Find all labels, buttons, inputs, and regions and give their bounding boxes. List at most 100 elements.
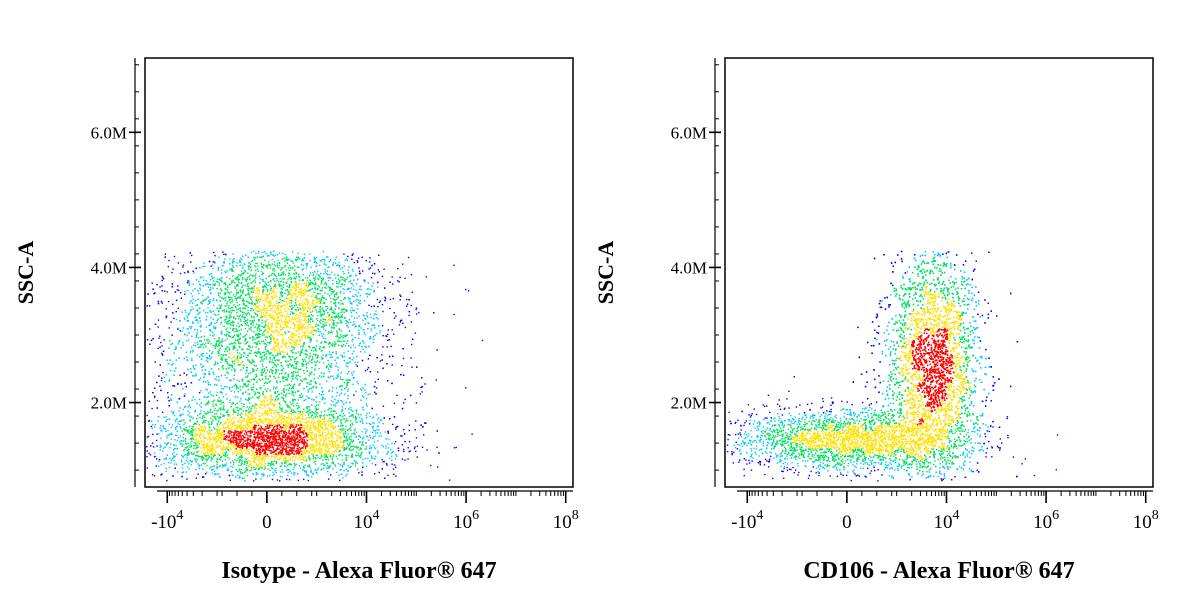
event-dot bbox=[309, 360, 311, 362]
event-dot bbox=[364, 432, 367, 434]
event-dot bbox=[331, 279, 334, 282]
event-dot bbox=[286, 478, 288, 481]
event-dot bbox=[213, 297, 215, 300]
event-dot bbox=[370, 316, 372, 319]
event-dot bbox=[325, 354, 327, 357]
event-dot bbox=[348, 281, 350, 283]
event-dot bbox=[245, 319, 247, 322]
event-dot bbox=[391, 459, 393, 461]
event-dot bbox=[251, 359, 254, 361]
event-dot bbox=[205, 345, 207, 348]
event-dot bbox=[265, 366, 267, 368]
event-dot bbox=[340, 312, 342, 314]
event-dot bbox=[229, 269, 231, 271]
event-dot bbox=[213, 416, 216, 418]
event-dot bbox=[217, 313, 219, 316]
event-dot bbox=[408, 314, 410, 317]
event-dot bbox=[350, 425, 352, 427]
event-dot bbox=[252, 466, 255, 468]
event-dot bbox=[244, 313, 247, 315]
event-dot bbox=[250, 323, 252, 325]
event-dot bbox=[400, 435, 402, 437]
event-dot bbox=[365, 415, 367, 417]
event-dot bbox=[153, 475, 156, 477]
event-dot bbox=[438, 452, 440, 454]
event-dot bbox=[253, 377, 255, 380]
event-dot bbox=[296, 266, 299, 268]
event-dot bbox=[285, 396, 287, 398]
event-dot bbox=[325, 287, 327, 289]
event-dot bbox=[221, 272, 223, 274]
event-dot bbox=[195, 319, 197, 322]
event-dot bbox=[186, 429, 188, 431]
event-dot bbox=[305, 471, 307, 474]
event-dot bbox=[244, 343, 246, 345]
event-dot bbox=[223, 262, 225, 264]
event-dot bbox=[351, 455, 353, 457]
event-dot bbox=[160, 463, 162, 466]
event-dot bbox=[207, 311, 209, 314]
event-dot bbox=[236, 386, 238, 389]
event-dot bbox=[191, 416, 193, 418]
event-dot bbox=[296, 407, 299, 410]
event-dot bbox=[257, 320, 260, 322]
event-dot bbox=[263, 354, 266, 356]
event-dot bbox=[166, 454, 168, 456]
event-dot bbox=[224, 374, 226, 376]
event-dot bbox=[335, 325, 337, 327]
event-dot bbox=[243, 302, 245, 305]
event-dot bbox=[233, 281, 235, 283]
event-dot bbox=[238, 259, 241, 261]
event-dot bbox=[304, 470, 306, 473]
event-dot bbox=[247, 309, 249, 312]
event-dot bbox=[207, 396, 210, 398]
event-dot bbox=[337, 313, 339, 316]
event-dot bbox=[389, 298, 392, 301]
event-dot bbox=[218, 454, 220, 456]
event-dot bbox=[381, 275, 384, 277]
event-dot bbox=[187, 320, 189, 322]
event-dot bbox=[189, 252, 191, 254]
event-dot bbox=[205, 280, 208, 282]
event-dot bbox=[326, 256, 328, 258]
event-dot bbox=[251, 316, 253, 319]
event-dot bbox=[353, 279, 355, 281]
event-dot bbox=[365, 448, 368, 450]
event-dot bbox=[342, 335, 344, 337]
event-dot bbox=[205, 298, 207, 301]
event-dot bbox=[226, 327, 228, 329]
event-dot bbox=[234, 339, 236, 341]
event-dot bbox=[347, 365, 349, 368]
event-dot bbox=[159, 449, 161, 451]
event-dot bbox=[361, 359, 364, 362]
event-dot bbox=[237, 409, 239, 411]
event-dot bbox=[289, 264, 291, 267]
event-dot bbox=[219, 407, 221, 409]
event-dot bbox=[196, 354, 199, 356]
event-dot bbox=[360, 454, 362, 456]
event-dot bbox=[176, 439, 178, 442]
event-dot bbox=[316, 340, 318, 342]
event-dot bbox=[301, 260, 303, 262]
event-dot bbox=[267, 254, 269, 256]
event-dot bbox=[242, 292, 244, 294]
event-dot bbox=[170, 432, 173, 434]
event-dot bbox=[198, 356, 201, 358]
event-dot bbox=[323, 414, 326, 416]
event-dot bbox=[215, 404, 218, 406]
event-dot bbox=[344, 297, 346, 300]
event-dot bbox=[377, 269, 379, 271]
event-dot bbox=[150, 339, 153, 342]
event-dot bbox=[211, 275, 213, 278]
event-dot bbox=[192, 321, 194, 323]
event-dot bbox=[168, 379, 171, 381]
event-dot bbox=[373, 289, 375, 291]
event-dot bbox=[349, 441, 351, 443]
event-dot bbox=[322, 463, 324, 465]
event-dot bbox=[253, 264, 256, 267]
event-dot bbox=[298, 465, 301, 467]
event-dot bbox=[154, 423, 157, 426]
event-dot bbox=[288, 383, 290, 385]
event-dot bbox=[232, 348, 235, 350]
event-dot bbox=[372, 338, 375, 340]
